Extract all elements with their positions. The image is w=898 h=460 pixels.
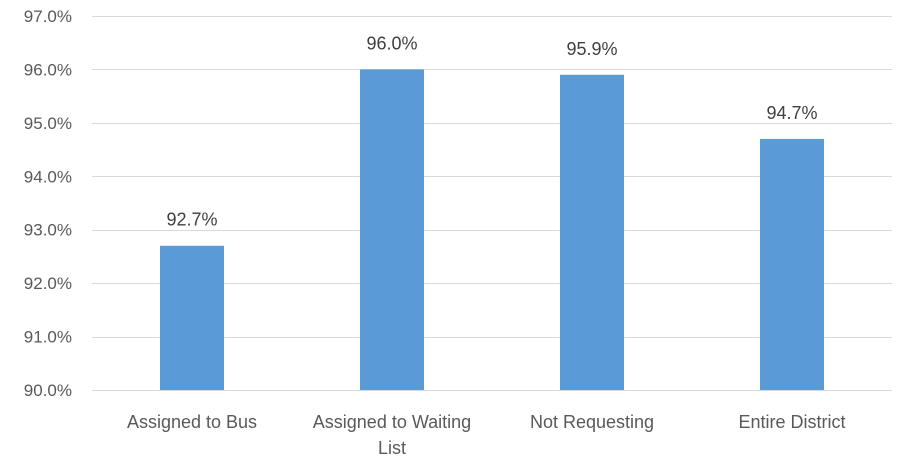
x-axis-category-labels: Assigned to Bus Assigned to Waiting List No… — [127, 412, 846, 458]
x-category-label-line: Not Requesting — [530, 412, 654, 432]
y-tick-label: 91.0% — [24, 328, 72, 347]
data-labels: 92.7% 96.0% 95.9% 94.7% — [166, 33, 817, 229]
y-tick-label: 96.0% — [24, 60, 72, 79]
bar — [760, 138, 824, 390]
x-category-label: Assigned to Bus — [127, 412, 257, 432]
y-tick-label: 93.0% — [24, 221, 72, 240]
x-category-label: Entire District — [738, 412, 845, 432]
x-category-label-line: List — [378, 438, 406, 458]
data-label: 94.7% — [766, 103, 817, 123]
bar — [160, 245, 224, 390]
x-category-label-line: Entire District — [738, 412, 845, 432]
y-tick-label: 97.0% — [24, 7, 72, 26]
x-category-label: Not Requesting — [530, 412, 654, 432]
x-category-label: Assigned to Waiting List — [313, 412, 471, 458]
y-tick-label: 92.0% — [24, 274, 72, 293]
x-category-label-line: Assigned to Bus — [127, 412, 257, 432]
y-tick-label: 94.0% — [24, 167, 72, 186]
bars — [160, 69, 824, 391]
bar — [560, 74, 624, 391]
y-axis-tick-labels: 90.0% 91.0% 92.0% 93.0% 94.0% 95.0% 96.0% 97.0% — [24, 7, 72, 400]
data-label: 95.9% — [566, 39, 617, 59]
data-label: 92.7% — [166, 210, 217, 230]
gridlines — [92, 16, 892, 391]
data-label: 96.0% — [366, 33, 417, 53]
y-tick-label: 95.0% — [24, 114, 72, 133]
bar — [360, 69, 424, 390]
x-category-label-line: Assigned to Waiting — [313, 412, 471, 432]
y-tick-label: 90.0% — [24, 381, 72, 400]
